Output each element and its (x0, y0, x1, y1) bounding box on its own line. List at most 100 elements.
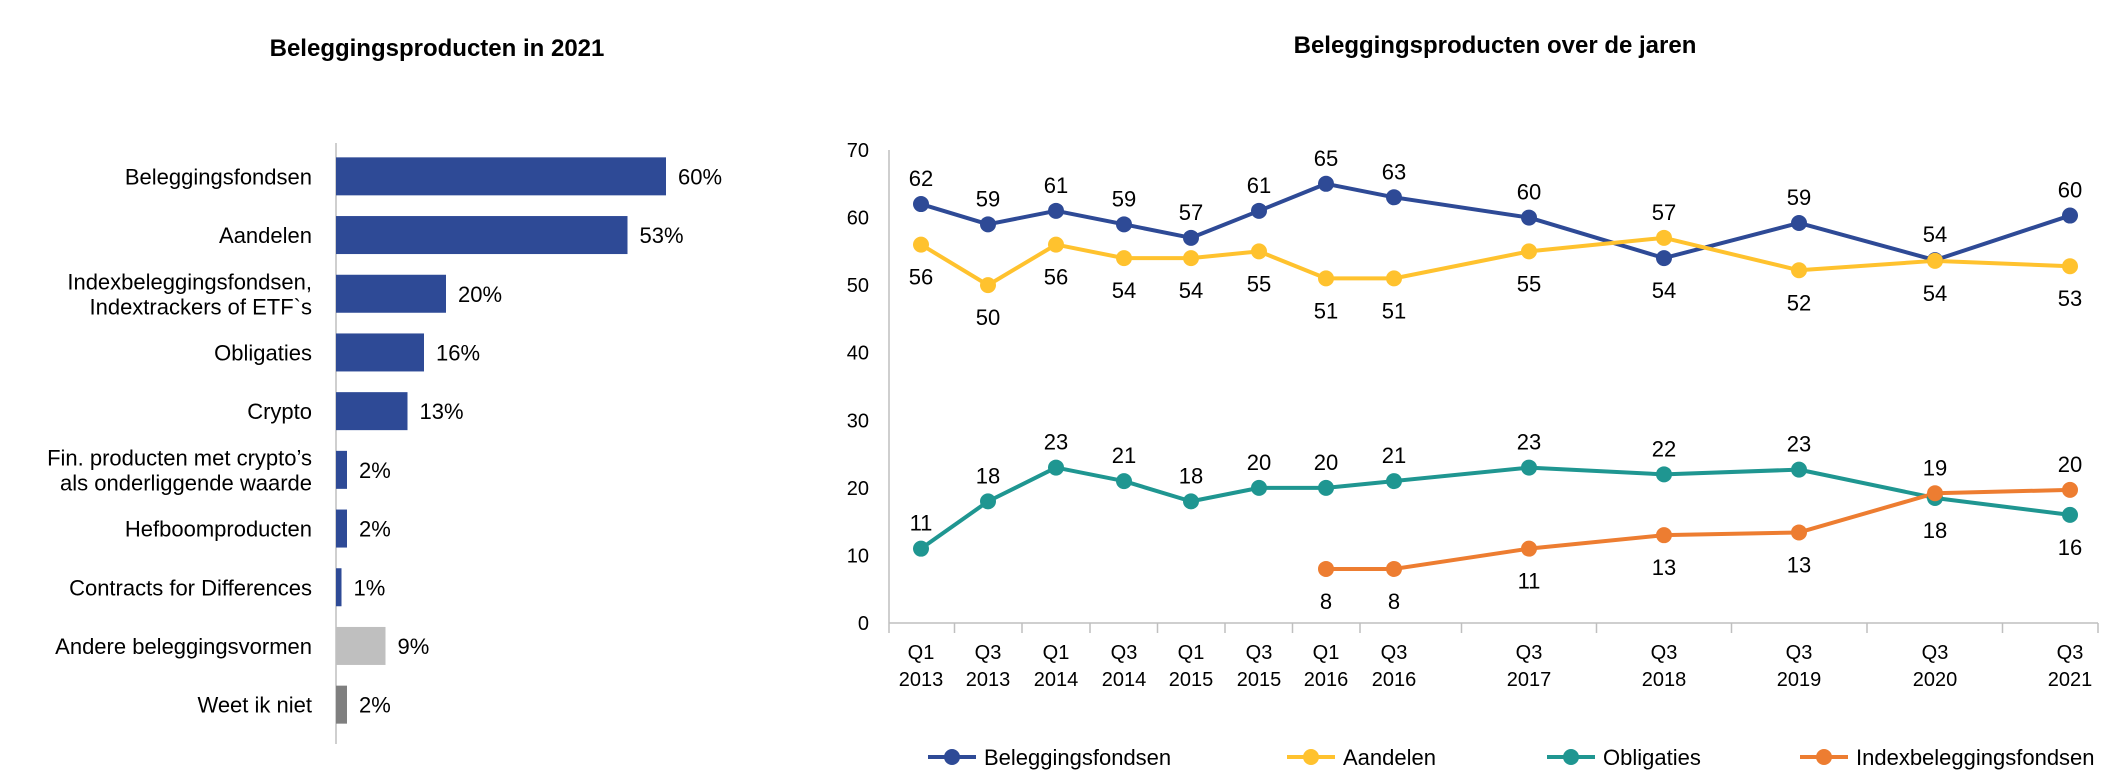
series-3-point (1048, 459, 1064, 476)
x-tick-label: Q3 (1381, 642, 1408, 664)
data-label: 22 (1652, 436, 1676, 461)
line-chart-title: Beleggingsproducten over de jaren (1294, 32, 1697, 59)
series-1-point (1183, 229, 1199, 246)
bar-chart-title: Beleggingsproducten in 2021 (270, 35, 605, 62)
series-2-point (913, 236, 929, 253)
x-tick-label: 2019 (1777, 669, 1822, 691)
data-label: 13 (1652, 555, 1676, 580)
data-label: 59 (1787, 185, 1811, 210)
series-2-point (1521, 243, 1537, 260)
bar-category-label: Aandelen (219, 223, 312, 248)
data-label: 20 (2058, 452, 2082, 477)
x-tick-label: 2013 (899, 669, 944, 691)
bar-8 (336, 568, 342, 607)
data-label: 54 (1112, 278, 1136, 303)
data-label: 53 (2058, 286, 2082, 311)
bar-6 (336, 450, 347, 489)
line-chart-legend: Beleggingsfondsen Aandelen Obligaties Index… (928, 745, 2095, 770)
series-4-point (2062, 481, 2078, 498)
x-tick-label: 2015 (1169, 669, 1214, 691)
y-tick-label: 10 (847, 545, 869, 567)
x-tick-label: Q3 (1246, 642, 1273, 664)
bar-category-label: Indextrackers of ETF`s (89, 294, 312, 319)
series-2-point (1048, 236, 1064, 253)
data-label: 13 (1787, 552, 1811, 577)
bar-value-label: 20% (458, 282, 502, 307)
bar-category-label: Indexbeleggingsfondsen, (67, 269, 312, 294)
series-3-point (1183, 493, 1199, 510)
legend-marker (1816, 749, 1832, 765)
series-2-point (980, 277, 996, 294)
data-label: 59 (1112, 186, 1136, 211)
series-1-point (980, 216, 996, 233)
data-label: 61 (1247, 173, 1271, 198)
bar-9 (336, 626, 386, 665)
legend-marker (1563, 749, 1579, 765)
y-tick-label: 60 (847, 208, 869, 230)
data-label: 19 (1923, 455, 1947, 480)
bar-5 (336, 392, 408, 431)
legend-marker (944, 749, 960, 765)
series-1-point (1656, 250, 1672, 267)
bar-category-label: Hefboomproducten (125, 517, 312, 542)
bar-value-label: 60% (678, 164, 722, 189)
y-tick-label: 40 (847, 343, 869, 365)
data-label: 8 (1320, 589, 1332, 614)
series-2-point (1386, 270, 1402, 287)
series-line-2 (919, 235, 2071, 288)
data-label: 54 (1923, 281, 1947, 306)
data-label: 54 (1923, 222, 1947, 247)
bar-category-label: als onderliggende waarde (60, 470, 312, 495)
series-3-point (913, 540, 929, 557)
series-1-point (1386, 189, 1402, 206)
bar-category-label: Fin. producten met crypto’s (47, 445, 312, 470)
series-4-point (1791, 524, 1807, 541)
series-1-point (1048, 202, 1064, 219)
series-4-point (1386, 560, 1402, 577)
legend-label: Beleggingsfondsen (984, 745, 1171, 770)
x-tick-label: Q3 (1111, 642, 1138, 664)
data-label: 51 (1382, 298, 1406, 323)
data-label: 52 (1787, 290, 1811, 315)
data-label: 63 (1382, 159, 1406, 184)
data-label: 57 (1179, 200, 1203, 225)
x-tick-label: Q1 (1043, 642, 1070, 664)
bar-value-label: 9% (398, 634, 430, 659)
x-tick-label: 2014 (1034, 669, 1079, 691)
series-3-point (980, 493, 996, 510)
bar-value-label: 2% (359, 458, 391, 483)
bar-value-label: 1% (354, 575, 386, 600)
data-label: 65 (1314, 146, 1338, 171)
bar-category-label: Obligaties (214, 340, 312, 365)
data-label: 61 (1044, 173, 1068, 198)
data-label: 18 (1179, 463, 1203, 488)
data-label: 50 (976, 305, 1000, 330)
data-label: 21 (1112, 443, 1136, 468)
series-1-point (1251, 202, 1267, 219)
x-tick-label: Q1 (1178, 642, 1205, 664)
bar-1 (336, 157, 666, 196)
series-4-point (1927, 485, 1943, 502)
bar-category-label: Andere beleggingsvormen (55, 634, 312, 659)
series-2-point (1116, 250, 1132, 267)
series-2-point (1183, 250, 1199, 267)
bar-value-label: 13% (420, 399, 464, 424)
bar-3 (336, 274, 446, 313)
series-4-point (1318, 560, 1334, 577)
y-tick-label: 50 (847, 275, 869, 297)
series-4-point (1656, 527, 1672, 544)
data-label: 16 (2058, 535, 2082, 560)
series-1-point (913, 196, 929, 213)
legend-label: Aandelen (1343, 745, 1436, 770)
x-tick-label: Q3 (1651, 642, 1678, 664)
series-3-point (1116, 473, 1132, 490)
x-tick-label: 2013 (966, 669, 1011, 691)
bar-value-label: 2% (359, 517, 391, 542)
x-tick-label: 2017 (1507, 669, 1552, 691)
bar-category-label: Crypto (247, 399, 312, 424)
series-3-point (1656, 466, 1672, 483)
x-tick-label: Q3 (975, 642, 1002, 664)
series-2-point (1656, 229, 1672, 246)
x-tick-label: 2015 (1237, 669, 1282, 691)
data-label: 60 (2058, 178, 2082, 203)
